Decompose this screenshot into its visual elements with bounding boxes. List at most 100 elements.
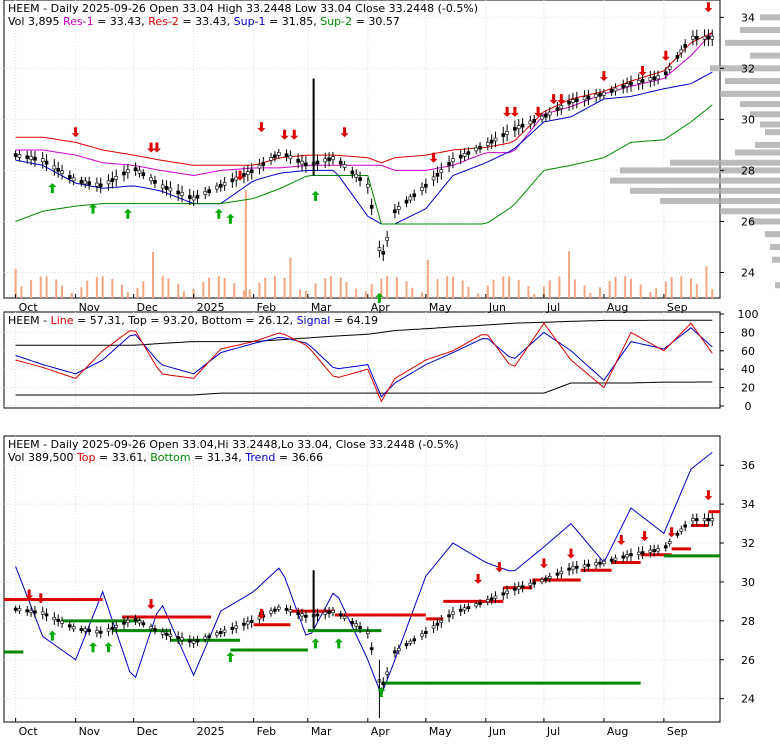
buy-arrow-icon [48, 183, 57, 194]
price-candle [137, 169, 142, 174]
price-candle [594, 562, 598, 566]
price-candle [516, 125, 521, 130]
price-candle [667, 65, 672, 70]
header-segment: Signal [297, 314, 331, 327]
price-candle [366, 631, 370, 634]
price-candle [234, 625, 239, 629]
volume-bar [664, 281, 667, 298]
x-tick-label: Jun [488, 725, 506, 738]
price-candle [613, 87, 618, 92]
volume-bar [589, 292, 592, 298]
price-candle [141, 172, 146, 177]
price-candle [300, 160, 304, 165]
price-candle [222, 629, 227, 633]
volume-bar [161, 276, 164, 298]
sell-arrow-icon [503, 106, 512, 117]
volume-bar [705, 266, 708, 298]
volume-bar [461, 280, 464, 298]
volume-bar [111, 279, 114, 298]
sell-arrow-icon [257, 122, 266, 133]
price-candle [381, 682, 386, 686]
price-candle [412, 193, 417, 198]
volume-bar [345, 281, 348, 298]
volume-bar [436, 279, 439, 298]
buy-arrow-icon [214, 208, 223, 219]
price-candle [474, 603, 478, 607]
volume-bar [655, 288, 658, 298]
y-tick-label: 34 [741, 11, 755, 24]
price-candle [501, 133, 506, 137]
price-candle [540, 579, 544, 583]
price-candle [133, 167, 138, 171]
y-tick-label: 24 [741, 266, 755, 279]
price-candle [609, 558, 614, 562]
price-candle [505, 131, 509, 135]
price-candle [571, 99, 575, 103]
sell-arrow-icon [704, 2, 713, 13]
volume-bar [583, 285, 586, 298]
volume-bar [370, 284, 373, 298]
volume-bar [20, 286, 23, 298]
buy-arrow-icon [89, 203, 98, 214]
price-candle [168, 633, 173, 637]
price-candle [420, 633, 424, 637]
volume-bar [61, 285, 64, 298]
price-candle [33, 610, 37, 614]
volume-bar [680, 276, 683, 298]
price-candle [485, 141, 490, 146]
volume-bar [152, 252, 155, 298]
price-candle [555, 107, 560, 112]
price-candle [153, 628, 157, 632]
price-candle [56, 167, 60, 172]
price-candle [52, 617, 57, 621]
price-candle [29, 156, 33, 160]
price-candle [598, 561, 602, 565]
y-tick-label: 32 [741, 537, 755, 550]
volume-bar [30, 280, 33, 298]
price-candle [532, 581, 537, 585]
price-candle [358, 626, 362, 629]
price-candle [106, 628, 111, 632]
sell-arrow-icon [539, 558, 548, 569]
buy-arrow-icon [377, 686, 386, 697]
sell-arrow-icon [36, 593, 45, 604]
price-candle [582, 96, 587, 101]
x-tick-label: 2025 [197, 725, 225, 738]
price-candle [215, 185, 219, 190]
x-tick-label: Feb [257, 725, 276, 738]
price-candle [276, 151, 281, 156]
price-candle [95, 182, 99, 187]
sell-arrow-icon [640, 531, 649, 542]
header-segment: Top [76, 451, 96, 464]
header-segment: HEEM - [8, 314, 51, 327]
volume-bar [314, 283, 317, 298]
trend-panel-header-line1: HEEM - Daily 2025-09-26 Open 33.04,Hi 33… [8, 438, 459, 451]
price-candle [532, 118, 537, 123]
price-candle [393, 650, 397, 654]
price-candle [25, 155, 30, 160]
price-candle [393, 209, 397, 214]
price-candle [621, 555, 626, 559]
volume-bar [304, 290, 307, 298]
y-tick-label: 30 [741, 113, 755, 126]
price-candle [207, 189, 211, 194]
header-segment: Vol 389,500 [8, 451, 77, 464]
price-candle [679, 528, 684, 532]
volume-bar [248, 289, 251, 298]
price-candle [683, 44, 687, 48]
trend-line [15, 452, 713, 697]
x-tick-label: Oct [19, 301, 39, 314]
price-candle [180, 637, 184, 641]
price-candle [485, 599, 490, 603]
volume-bar [533, 293, 536, 298]
buy-arrow-icon [334, 638, 343, 649]
price-candle [354, 623, 358, 627]
price-candle [675, 55, 680, 59]
volume-profile-bar [725, 39, 780, 46]
oscillator-panel: 0 20 40 60 80 100 HEEM - Line = 57.31, Top = … [3, 308, 759, 413]
volume-profile-bar [750, 218, 780, 225]
volume-profile-bar [660, 198, 780, 205]
volume-profile-bar [710, 65, 780, 72]
volume-bar [167, 278, 170, 298]
volume-profile-bar [765, 129, 780, 136]
